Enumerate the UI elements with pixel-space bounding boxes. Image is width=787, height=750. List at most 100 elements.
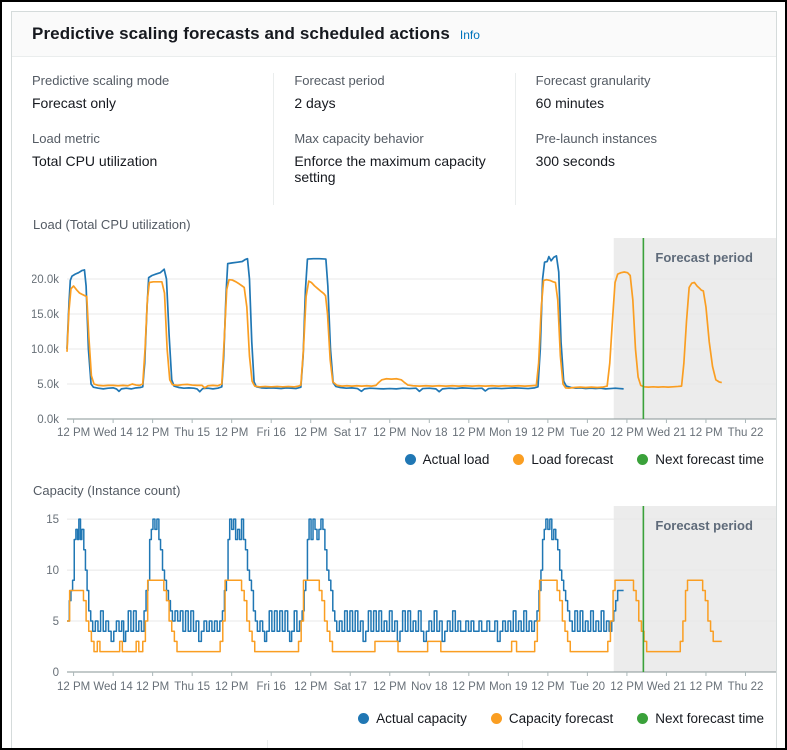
x-tick-label: 12 PM: [452, 681, 485, 693]
capacity-chart-block: Capacity (Instance count) 12 PM Wed 14 12 …: [12, 483, 776, 736]
x-tick-label: Wed 14: [93, 427, 133, 439]
x-tick-label: Fri 16: [256, 681, 285, 693]
next-section-dividers: [12, 736, 776, 748]
y-tick-label: 5: [53, 616, 59, 628]
setting-value: 2 days: [294, 95, 336, 111]
x-tick-label: Nov 18: [411, 427, 447, 439]
predictive-scaling-panel: Predictive scaling forecasts and schedul…: [11, 11, 777, 748]
setting-label: Max capacity behavior: [294, 131, 424, 146]
x-tick-label: Nov 18: [411, 681, 447, 693]
settings-grid: Predictive scaling mode Forecast only Fo…: [12, 57, 776, 211]
x-tick-label: Thu 22: [728, 681, 764, 693]
x-tick-label: 12 PM: [136, 681, 169, 693]
setting-forecast-period: Forecast period 2 days: [273, 73, 514, 131]
setting-pre-launch-instances: Pre-launch instances 300 seconds: [514, 131, 756, 205]
legend-item-load-forecast[interactable]: Load forecast: [513, 452, 613, 467]
x-tick-label: Wed 14: [93, 681, 133, 693]
load-forecast-line: [66, 271, 722, 390]
legend-dot: [637, 454, 649, 465]
legend-label: Next forecast time: [655, 711, 764, 726]
legend-item-actual-load[interactable]: Actual load: [404, 452, 490, 467]
setting-forecast-granularity: Forecast granularity 60 minutes: [514, 73, 756, 131]
y-tick-label: 10: [46, 565, 59, 577]
x-tick-label: Wed 21: [647, 427, 686, 439]
x-tick-label: Thu 22: [728, 427, 764, 439]
x-tick-label: 12 PM: [610, 427, 643, 439]
y-tick-label: 15.0k: [32, 309, 59, 321]
y-tick-label: 5.0k: [37, 379, 59, 391]
legend-label: Actual load: [422, 452, 490, 467]
setting-value: Total CPU utilization: [32, 153, 158, 169]
capacity-chart: 12 PM Wed 14 12 PM Thu 15 12 PM Fri 16 12 PM Sa…: [46, 506, 776, 693]
x-tick-label: 12 PM: [294, 681, 327, 693]
forecast-period-label: Forecast period: [655, 518, 753, 533]
legend-item-capacity-forecast[interactable]: Capacity forecast: [490, 711, 614, 726]
info-link[interactable]: Info: [459, 28, 480, 42]
forecast-period-label: Forecast period: [655, 250, 753, 265]
setting-max-capacity-behavior: Max capacity behavior Enforce the maximu…: [273, 131, 514, 205]
capacity-chart-legend: Actual capacity Capacity forecast Next for…: [12, 707, 776, 736]
x-tick-label: 12 PM: [452, 427, 485, 439]
setting-predictive-scaling-mode: Predictive scaling mode Forecast only: [32, 73, 273, 131]
load-chart: 12 PM Wed 14 12 PM Thu 15 12 PM Fri 16 12 PM Sa…: [32, 238, 776, 439]
x-tick-label: 12 PM: [689, 427, 722, 439]
legend-dot: [637, 713, 649, 724]
forecast-period-region: [613, 506, 776, 672]
setting-value: 60 minutes: [535, 95, 605, 111]
x-tick-label: 12 PM: [215, 681, 248, 693]
legend-item-next-forecast-time[interactable]: Next forecast time: [637, 452, 764, 467]
x-tick-label: Sat 17: [334, 681, 367, 693]
x-tick-label: 12 PM: [373, 427, 406, 439]
setting-label: Forecast period: [294, 73, 385, 88]
y-tick-label: 0.0k: [37, 414, 59, 426]
x-tick-label: 12 PM: [531, 681, 564, 693]
capacity-chart-title: Capacity (Instance count): [33, 483, 181, 498]
legend-label: Actual capacity: [376, 711, 467, 726]
x-tick-label: 12 PM: [373, 681, 406, 693]
x-tick-label: Wed 21: [647, 681, 686, 693]
legend-label: Capacity forecast: [508, 711, 614, 726]
legend-dot: [490, 713, 502, 724]
capacity-forecast-line: [67, 579, 722, 653]
load-chart-block: Load (Total CPU utilization) 12 PM Wed 14…: [12, 217, 776, 477]
x-tick-label: 12 PM: [215, 427, 248, 439]
x-tick-label: Tue 20: [570, 681, 605, 693]
setting-value: Enforce the maximum capacity setting: [294, 153, 486, 185]
setting-label: Pre-launch instances: [535, 131, 658, 146]
x-tick-label: Fri 16: [256, 427, 285, 439]
page-title: Predictive scaling forecasts and schedul…: [32, 24, 450, 43]
legend-label: Load forecast: [531, 452, 614, 467]
actual-capacity-line: [67, 518, 624, 643]
column-divider: [522, 740, 523, 748]
y-tick-label: 20.0k: [32, 274, 59, 286]
x-tick-label: Mon 19: [489, 681, 527, 693]
x-tick-label: 12 PM: [689, 681, 722, 693]
x-tick-label: Mon 19: [489, 427, 527, 439]
x-tick-label: Sat 17: [334, 427, 367, 439]
x-tick-label: 12 PM: [57, 681, 90, 693]
setting-label: Forecast granularity: [535, 73, 651, 88]
y-tick-label: 15: [46, 514, 59, 526]
x-tick-label: 12 PM: [57, 427, 90, 439]
load-chart-legend: Actual load Load forecast Next forecast ti…: [12, 448, 776, 477]
legend-label: Next forecast time: [655, 452, 764, 467]
x-tick-label: Thu 15: [174, 681, 210, 693]
x-tick-label: 12 PM: [294, 427, 327, 439]
x-tick-label: 12 PM: [531, 427, 564, 439]
setting-label: Predictive scaling mode: [32, 73, 170, 88]
forecast-period-region: [613, 238, 776, 419]
x-tick-label: Thu 15: [174, 427, 210, 439]
legend-dot: [358, 713, 370, 724]
setting-value: 300 seconds: [535, 153, 616, 169]
legend-item-next-forecast-time[interactable]: Next forecast time: [637, 711, 764, 726]
y-tick-label: 10.0k: [32, 344, 59, 356]
x-tick-label: Tue 20: [570, 427, 605, 439]
y-tick-label: 0: [53, 667, 59, 679]
legend-dot: [513, 454, 525, 465]
legend-dot: [404, 454, 416, 465]
x-tick-label: 12 PM: [136, 427, 169, 439]
legend-item-actual-capacity[interactable]: Actual capacity: [358, 711, 467, 726]
setting-value: Forecast only: [32, 95, 117, 111]
setting-load-metric: Load metric Total CPU utilization: [32, 131, 273, 205]
